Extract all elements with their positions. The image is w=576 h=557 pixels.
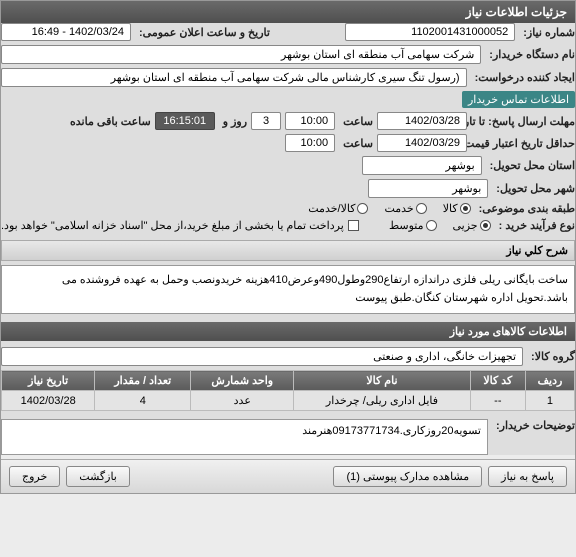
table-row[interactable]: 1 -- فایل اداری ریلی/ چرخدار عدد 4 1402/… — [2, 391, 575, 411]
cell-need-date: 1402/03/28 — [2, 391, 95, 411]
creator-label: ایجاد کننده درخواست: — [475, 71, 575, 84]
process-label: نوع فرآیند خرید : — [499, 219, 575, 232]
row-location: استان محل تحویل: بوشهر — [1, 156, 575, 175]
col-row-no: ردیف — [525, 371, 574, 391]
back-button[interactable]: بازگشت — [66, 466, 130, 487]
details-panel: جزئیات اطلاعات نیاز شماره نیاز: 11020014… — [0, 0, 576, 494]
province-value: بوشهر — [362, 156, 482, 175]
row-group: گروه کالا: تجهیزات خانگی، اداری و صنعتی — [1, 347, 575, 366]
deadline-time-label: ساعت — [343, 115, 373, 128]
radio-service[interactable]: خدمت — [384, 202, 426, 215]
radio-dot-icon — [460, 203, 471, 214]
respond-button[interactable]: پاسخ به نیاز — [488, 466, 567, 487]
radio-mid-label: متوسط — [389, 219, 424, 232]
cell-item-name: فایل اداری ریلی/ چرخدار — [294, 391, 470, 411]
desc-section-title: شرح کلي نياز — [1, 240, 575, 261]
days-suffix: روز و — [223, 115, 247, 128]
buyer-label: نام دستگاه خریدار: — [489, 48, 575, 61]
deadline-label: مهلت ارسال پاسخ: تا تاریخ: — [475, 115, 575, 128]
remaining-time: 16:15:01 — [155, 112, 215, 130]
group-value: تجهیزات خانگی، اداری و صنعتی — [1, 347, 523, 366]
cell-qty: 4 — [95, 391, 191, 411]
items-panel-title: اطلاعات کالاهای مورد نیاز — [1, 322, 575, 341]
row-city: شهر محل تحویل: بوشهر — [1, 179, 575, 198]
buyer-value: شرکت سهامی آب منطقه ای استان بوشهر — [1, 45, 481, 64]
need-no-label: شماره نیاز: — [523, 26, 575, 39]
province-label: استان محل تحویل: — [490, 159, 575, 172]
need-description: ساخت بایگانی ریلی فلزی دراندازه ارتفاع29… — [1, 265, 575, 314]
deadline-date: 1402/03/28 — [377, 112, 467, 130]
row-validity: حداقل تاریخ اعتبار قیمت: تا تاریخ: 1402/… — [1, 134, 575, 152]
validity-time-label: ساعت — [343, 137, 373, 150]
buyer-notes-text: تسویه20روزکاری.09173771734هنرمند — [1, 419, 488, 455]
contact-link[interactable]: اطلاعات تماس خریدار — [462, 91, 575, 108]
row-deadline: مهلت ارسال پاسخ: تا تاریخ: 1402/03/28 سا… — [1, 112, 575, 130]
remain-suffix: ساعت باقی مانده — [70, 115, 151, 128]
radio-goods-label: کالا — [443, 202, 458, 215]
group-label: گروه کالا: — [531, 350, 575, 363]
cell-item-code: -- — [470, 391, 525, 411]
radio-dot-icon — [480, 220, 491, 231]
radio-goods[interactable]: کالا — [443, 202, 471, 215]
radio-minor[interactable]: جزیی — [453, 219, 491, 232]
col-unit: واحد شمارش — [191, 371, 294, 391]
radio-dot-icon — [357, 203, 368, 214]
panel-title: جزئیات اطلاعات نیاز — [1, 1, 575, 23]
row-category: طبقه بندی موضوعی: کالا خدمت کالا/خدمت — [1, 202, 575, 215]
need-no-value: 1102001431000052 — [345, 23, 515, 41]
treasury-checkbox[interactable] — [348, 220, 359, 231]
radio-service-label: خدمت — [384, 202, 413, 215]
city-value: بوشهر — [368, 179, 488, 198]
announce-value: 1402/03/24 - 16:49 — [1, 23, 131, 41]
radio-dot-icon — [426, 220, 437, 231]
days-value: 3 — [251, 112, 281, 130]
creator-value: (رسول تنگ سیری کارشناس مالی شرکت سهامی آ… — [1, 68, 467, 87]
items-table: ردیف کد کالا نام کالا واحد شمارش تعداد /… — [1, 370, 575, 411]
cell-unit: عدد — [191, 391, 294, 411]
table-header-row: ردیف کد کالا نام کالا واحد شمارش تعداد /… — [2, 371, 575, 391]
radio-minor-label: جزیی — [453, 219, 478, 232]
radio-both-label: کالا/خدمت — [308, 202, 355, 215]
col-qty: تعداد / مقدار — [95, 371, 191, 391]
treasury-note: پرداخت تمام یا بخشی از مبلغ خرید،از محل … — [1, 219, 344, 232]
buyer-notes-label: توضیحات خریدار: — [496, 419, 575, 432]
radio-both[interactable]: کالا/خدمت — [308, 202, 368, 215]
validity-label: حداقل تاریخ اعتبار قیمت: تا تاریخ: — [475, 137, 575, 150]
city-label: شهر محل تحویل: — [496, 182, 575, 195]
row-process: نوع فرآیند خرید : جزیی متوسط پرداخت تمام… — [1, 219, 575, 232]
announce-label: تاریخ و ساعت اعلان عمومی: — [139, 26, 270, 39]
process-radio-group: جزیی متوسط — [389, 219, 491, 232]
attachments-button[interactable]: مشاهده مدارک پیوستی (1) — [333, 466, 482, 487]
col-need-date: تاریخ نیاز — [2, 371, 95, 391]
radio-mid[interactable]: متوسط — [389, 219, 437, 232]
validity-date: 1402/03/29 — [377, 134, 467, 152]
row-need-no: شماره نیاز: 1102001431000052 تاریخ و ساع… — [1, 23, 575, 41]
col-item-name: نام کالا — [294, 371, 470, 391]
col-item-code: کد کالا — [470, 371, 525, 391]
cell-row-no: 1 — [525, 391, 574, 411]
table-body: 1 -- فایل اداری ریلی/ چرخدار عدد 4 1402/… — [2, 391, 575, 411]
row-buyer: نام دستگاه خریدار: شرکت سهامی آب منطقه ا… — [1, 45, 575, 64]
form-body: شماره نیاز: 1102001431000052 تاریخ و ساع… — [1, 23, 575, 455]
validity-time: 10:00 — [285, 134, 335, 152]
table-head: ردیف کد کالا نام کالا واحد شمارش تعداد /… — [2, 371, 575, 391]
deadline-time: 10:00 — [285, 112, 335, 130]
radio-dot-icon — [416, 203, 427, 214]
category-radio-group: کالا خدمت کالا/خدمت — [308, 202, 470, 215]
exit-button[interactable]: خروج — [9, 466, 60, 487]
row-buyer-notes: توضیحات خریدار: تسویه20روزکاری.091737717… — [1, 419, 575, 455]
row-creator: ایجاد کننده درخواست: (رسول تنگ سیری کارش… — [1, 68, 575, 108]
category-label: طبقه بندی موضوعی: — [479, 202, 575, 215]
footer-bar: پاسخ به نیاز مشاهده مدارک پیوستی (1) باز… — [1, 459, 575, 493]
